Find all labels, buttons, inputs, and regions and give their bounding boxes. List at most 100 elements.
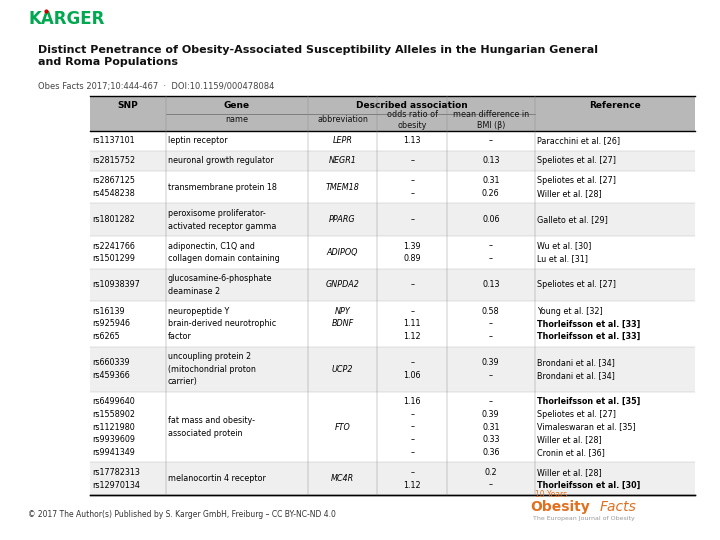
Bar [90, 392, 695, 462]
Text: NEGR1: NEGR1 [328, 157, 356, 165]
Text: –: – [410, 423, 414, 431]
Text: rs1121980: rs1121980 [92, 423, 135, 431]
Text: GNPDA2: GNPDA2 [325, 280, 359, 289]
Text: (mitochondrial proton: (mitochondrial proton [168, 364, 256, 374]
Text: rs1137101: rs1137101 [92, 137, 135, 145]
Text: Speliotes et al. [27]: Speliotes et al. [27] [536, 410, 616, 419]
Text: rs4548238: rs4548238 [92, 189, 135, 198]
Bar [90, 301, 695, 347]
Text: 0.58: 0.58 [482, 307, 500, 316]
Text: 0.31: 0.31 [482, 177, 500, 185]
Text: Willer et al. [28]: Willer et al. [28] [536, 435, 601, 444]
Text: fat mass and obesity-: fat mass and obesity- [168, 416, 255, 426]
Text: BDNF: BDNF [331, 319, 354, 328]
Text: rs9941349: rs9941349 [92, 448, 135, 457]
Text: 0.36: 0.36 [482, 448, 500, 457]
Text: 1.16: 1.16 [403, 397, 421, 406]
Text: rs6499640: rs6499640 [92, 397, 135, 406]
Text: rs2867125: rs2867125 [92, 177, 135, 185]
Text: Galleto et al. [29]: Galleto et al. [29] [536, 215, 608, 224]
Text: collagen domain containing: collagen domain containing [168, 254, 279, 263]
Text: MC4R: MC4R [331, 474, 354, 483]
Text: Distinct Penetrance of Obesity-Associated Susceptibility Alleles in the Hungaria: Distinct Penetrance of Obesity-Associate… [38, 45, 598, 66]
Text: rs16139: rs16139 [92, 307, 125, 316]
Text: adiponectin, C1Q and: adiponectin, C1Q and [168, 241, 254, 251]
Text: 1.11: 1.11 [403, 319, 421, 328]
Text: Described association: Described association [356, 101, 468, 110]
Text: 0.39: 0.39 [482, 359, 500, 367]
Text: Facts: Facts [600, 500, 637, 514]
Text: 0.13: 0.13 [482, 280, 500, 289]
Text: Thorleifsson et al. [33]: Thorleifsson et al. [33] [536, 319, 640, 328]
Bar [90, 462, 695, 495]
Text: –: – [489, 319, 492, 328]
Text: carrier): carrier) [168, 377, 197, 386]
Text: Brondani et al. [34]: Brondani et al. [34] [536, 359, 615, 367]
Text: 0.89: 0.89 [403, 254, 421, 263]
Text: rs10938397: rs10938397 [92, 280, 140, 289]
Text: Reference: Reference [589, 101, 641, 110]
Text: associated protein: associated protein [168, 429, 242, 438]
Text: rs1501299: rs1501299 [92, 254, 135, 263]
Text: 0.33: 0.33 [482, 435, 500, 444]
Text: mean difference in
BMI (β): mean difference in BMI (β) [453, 110, 529, 130]
Text: factor: factor [168, 332, 192, 341]
Text: Wu et al. [30]: Wu et al. [30] [536, 241, 591, 251]
Text: neuronal growth regulator: neuronal growth regulator [168, 157, 274, 165]
Text: name: name [225, 116, 248, 124]
Text: KARGER: KARGER [28, 10, 104, 28]
Text: 0.31: 0.31 [482, 423, 500, 431]
Text: 1.06: 1.06 [403, 371, 421, 380]
Text: abbreviation: abbreviation [317, 116, 368, 124]
Text: –: – [410, 435, 414, 444]
Text: Cronin et al. [36]: Cronin et al. [36] [536, 448, 605, 457]
Text: Speliotes et al. [27]: Speliotes et al. [27] [536, 280, 616, 289]
Text: rs17782313: rs17782313 [92, 468, 140, 477]
Text: rs660339: rs660339 [92, 359, 130, 367]
Text: Obes Facts 2017;10:444-467  ·  DOI:10.1159/000478084: Obes Facts 2017;10:444-467 · DOI:10.1159… [38, 82, 274, 91]
Bar [90, 96, 695, 131]
Text: –: – [410, 448, 414, 457]
Text: rs2815752: rs2815752 [92, 157, 135, 165]
Text: 0.26: 0.26 [482, 189, 500, 198]
Text: –: – [489, 481, 492, 490]
Text: rs6265: rs6265 [92, 332, 120, 341]
Bar [90, 131, 695, 151]
Text: –: – [410, 189, 414, 198]
Text: Thorleifsson et al. [35]: Thorleifsson et al. [35] [536, 397, 640, 406]
Text: –: – [410, 215, 414, 224]
Text: –: – [410, 359, 414, 367]
Text: –: – [489, 397, 492, 406]
Text: rs1558902: rs1558902 [92, 410, 135, 419]
Text: NPY: NPY [335, 307, 351, 316]
Text: Obesity: Obesity [530, 500, 590, 514]
Text: –: – [410, 280, 414, 289]
Text: leptin receptor: leptin receptor [168, 137, 228, 145]
Text: 1.12: 1.12 [403, 332, 421, 341]
Bar [90, 204, 695, 236]
Text: SNP: SNP [117, 101, 138, 110]
Text: Paracchini et al. [26]: Paracchini et al. [26] [536, 137, 620, 145]
Text: rs459366: rs459366 [92, 371, 130, 380]
Text: Young et al. [32]: Young et al. [32] [536, 307, 603, 316]
Text: uncoupling protein 2: uncoupling protein 2 [168, 352, 251, 361]
Text: 0.2: 0.2 [485, 468, 497, 477]
Text: glucosamine-6-phosphate: glucosamine-6-phosphate [168, 274, 272, 283]
Text: rs1801282: rs1801282 [92, 215, 135, 224]
Text: deaminase 2: deaminase 2 [168, 287, 220, 296]
Text: rs2241766: rs2241766 [92, 241, 135, 251]
Text: transmembrane protein 18: transmembrane protein 18 [168, 183, 276, 192]
Bar [90, 236, 695, 268]
Bar [90, 347, 695, 392]
Text: PPARG: PPARG [329, 215, 356, 224]
Text: rs925946: rs925946 [92, 319, 130, 328]
Text: melanocortin 4 receptor: melanocortin 4 receptor [168, 474, 266, 483]
Text: –: – [489, 371, 492, 380]
Text: Gene: Gene [224, 101, 250, 110]
Text: rs9939609: rs9939609 [92, 435, 135, 444]
Text: UCP2: UCP2 [332, 364, 354, 374]
Text: activated receptor gamma: activated receptor gamma [168, 221, 276, 231]
Bar [90, 268, 695, 301]
Text: –: – [489, 137, 492, 145]
Text: 0.13: 0.13 [482, 157, 500, 165]
